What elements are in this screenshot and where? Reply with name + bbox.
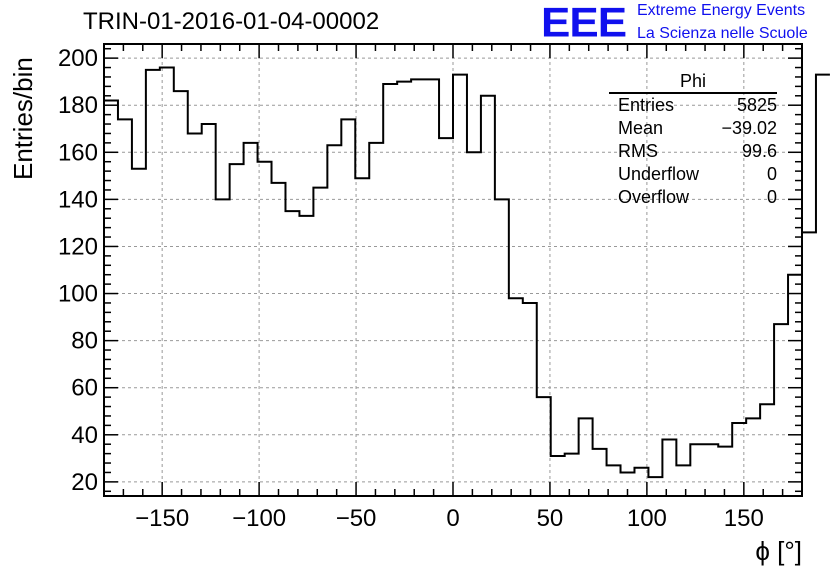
stats-value: 0: [766, 164, 777, 184]
stats-row-rms: RMS 99.6: [609, 140, 777, 163]
y-axis-ticks: 20 40 60 80 100 120 140 160 180 200: [58, 45, 802, 496]
x-axis-label: ϕ [°]: [755, 536, 802, 566]
y-tick-label: 100: [58, 281, 98, 308]
histogram-bins: [104, 66, 830, 479]
x-tick-label: 150: [724, 505, 764, 532]
x-tick-label: −50: [336, 505, 377, 532]
stats-label: Entries: [618, 95, 675, 115]
stats-title: Phi: [609, 70, 777, 94]
y-tick-label: 200: [58, 45, 98, 72]
x-tick-label: 50: [537, 505, 564, 532]
y-axis-label: Entries/bin: [8, 57, 38, 180]
y-tick-label: 180: [58, 92, 98, 119]
chart-title: TRIN-01-2016-01-04-00002: [83, 8, 380, 35]
logo-line-2: La Scienza nelle Scuole: [637, 25, 808, 42]
stats-value: 5825: [736, 95, 777, 115]
stats-value: −39.02: [721, 118, 777, 138]
stats-value: 99.6: [741, 141, 777, 161]
stats-label: Overflow: [618, 187, 690, 207]
x-tick-label: 0: [446, 505, 459, 532]
stats-row-mean: Mean −39.02: [609, 117, 777, 140]
y-tick-label: 60: [71, 375, 98, 402]
stats-row-underflow: Underflow 0: [609, 163, 777, 186]
eee-logo-mark: EEE: [541, 0, 627, 46]
x-tick-label: −100: [232, 505, 286, 532]
logo-line-1: Extreme Energy Events: [637, 2, 806, 19]
stats-label: Mean: [618, 118, 664, 138]
stats-value: 0: [766, 187, 777, 207]
y-tick-label: 140: [58, 186, 98, 213]
stats-label: RMS: [618, 141, 658, 161]
stats-label: Underflow: [618, 164, 700, 184]
x-tick-label: −150: [135, 505, 189, 532]
x-tick-label: 100: [627, 505, 667, 532]
x-axis-ticks: −150 −100 −50 0 50 100 150: [103, 44, 803, 532]
y-tick-label: 160: [58, 139, 98, 166]
stats-row-overflow: Overflow 0: [609, 186, 777, 209]
y-tick-label: 20: [71, 469, 98, 496]
y-tick-label: 80: [71, 328, 98, 355]
histogram-line: [104, 66, 830, 479]
stats-row-entries: Entries 5825: [609, 94, 777, 117]
y-tick-label: 120: [58, 233, 98, 260]
stats-box: Phi Entries 5825 Mean −39.02 RMS 99.6 Un…: [609, 70, 777, 209]
y-tick-label: 40: [71, 422, 98, 449]
